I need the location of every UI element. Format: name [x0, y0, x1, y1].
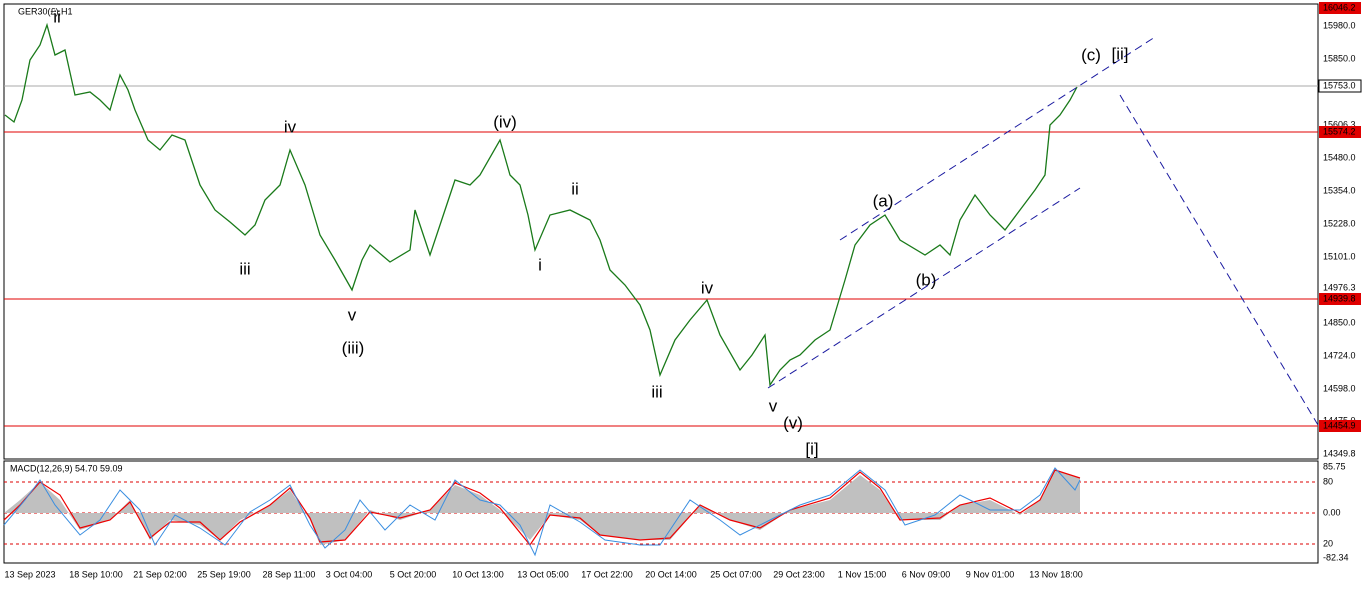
wave-label: iii [239, 259, 250, 278]
wave-label: (v) [783, 413, 803, 432]
macd-tick-label: 80 [1323, 476, 1333, 486]
wave-label: i [538, 255, 542, 274]
main-pane [3, 3, 1319, 460]
wave-label: ii [571, 179, 579, 198]
macd-line [3, 467, 1081, 557]
price-level-label: 14454.9 [1323, 420, 1356, 430]
wave-label: v [348, 305, 357, 324]
price-tick-label: 15354.0 [1323, 185, 1356, 195]
channel-upper [839, 36, 1156, 241]
time-tick-label: 17 Oct 22:00 [581, 569, 633, 579]
time-tick-label: 6 Nov 09:00 [902, 569, 951, 579]
time-tick-label: 5 Oct 20:00 [390, 569, 437, 579]
time-tick-label: 13 Nov 18:00 [1029, 569, 1083, 579]
time-tick-label: 28 Sep 11:00 [263, 569, 316, 579]
time-tick-label: 18 Sep 10:00 [69, 569, 123, 579]
macd-label: MACD(12,26,9) 54.70 59.09 [10, 463, 123, 473]
price-tick-label: 15606.3 [1323, 119, 1356, 129]
time-tick-label: 25 Oct 07:00 [710, 569, 762, 579]
macd-pane [3, 460, 1319, 564]
time-tick-label: 29 Oct 23:00 [773, 569, 825, 579]
wave-label: (iv) [493, 112, 517, 131]
time-tick-label: 3 Oct 04:00 [326, 569, 373, 579]
wave-label: v [769, 396, 778, 415]
price-tick-label: 14976.3 [1323, 282, 1356, 292]
price-tick-label: 14850.0 [1323, 317, 1356, 327]
time-tick-label: 1 Nov 15:00 [838, 569, 887, 579]
wave-label: iv [701, 278, 714, 297]
price-tick-label: 15980.0 [1323, 20, 1356, 30]
price-tick-label: 15850.0 [1323, 53, 1356, 63]
channel-lower [767, 187, 1081, 389]
price-tick-label: 14724.0 [1323, 350, 1356, 360]
wave-label: (b) [916, 270, 937, 289]
price-level-label: 15574.2 [1323, 126, 1356, 136]
symbol-label: GER30(£),H1 [18, 6, 73, 16]
wave-label: ii [53, 7, 61, 26]
wave-label: [ii] [1112, 44, 1129, 63]
wave-label: (iii) [342, 338, 365, 357]
wave-label: iii [651, 382, 662, 401]
time-tick-label: 20 Oct 14:00 [645, 569, 697, 579]
time-tick-label: 25 Sep 19:00 [197, 569, 251, 579]
price-level-box [1319, 420, 1361, 432]
time-tick-label: 9 Nov 01:00 [966, 569, 1015, 579]
wave-label: iv [284, 117, 297, 136]
macd-tick-label: 20 [1323, 538, 1333, 548]
macd-signal [3, 469, 1081, 547]
time-tick-label: 13 Oct 05:00 [517, 569, 569, 579]
wave-label: (a) [873, 191, 894, 210]
time-tick-label: 13 Sep 2023 [4, 569, 55, 579]
macd-tick-label: -82.34 [1323, 552, 1349, 562]
wave-label: (c) [1081, 45, 1101, 64]
price-level-label: 14939.8 [1323, 293, 1356, 303]
price-tick-label: 14349.8 [1323, 448, 1356, 458]
price-level-label: 16046.2 [1323, 2, 1356, 12]
price-level-box [1319, 2, 1361, 14]
price-tick-label: 15480.0 [1323, 152, 1356, 162]
wave-label: [i] [805, 439, 818, 458]
price-level-box [1318, 79, 1362, 93]
price-series [4, 22, 1078, 387]
price-tick-label: 14598.0 [1323, 383, 1356, 393]
macd-tick-label: 85.75 [1323, 461, 1346, 471]
price-level-label: 15753.0 [1323, 80, 1356, 90]
time-tick-label: 21 Sep 02:00 [133, 569, 187, 579]
time-tick-label: 10 Oct 13:00 [452, 569, 504, 579]
price-level-box [1319, 293, 1361, 305]
price-level-box [1319, 126, 1361, 138]
price-tick-label: 15101.0 [1323, 251, 1356, 261]
macd-tick-label: 0.00 [1323, 507, 1341, 517]
price-tick-label: 15228.0 [1323, 218, 1356, 228]
macd-histogram [4, 470, 1080, 545]
